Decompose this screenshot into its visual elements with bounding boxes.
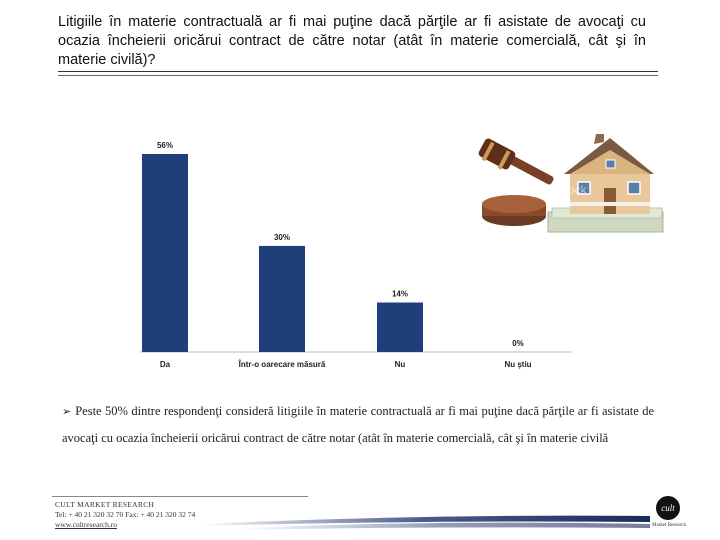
category-label-2: Nu	[395, 360, 406, 369]
cult-logo-icon: cult	[656, 496, 680, 520]
footer-swoosh	[200, 515, 650, 530]
bar-0	[142, 154, 188, 352]
illustration-watermark: iStock	[554, 183, 588, 197]
value-label-2: 14%	[392, 290, 408, 299]
bar-1	[259, 245, 305, 352]
footer-company: CULT MARKET RESEARCH	[55, 500, 155, 509]
bar-chart: 56% Da 30% Într-o oarecare măsură 14% Nu 0% Nu …	[140, 141, 572, 369]
logo-caption: Market Research	[652, 523, 687, 528]
footer-website-link[interactable]: www.cultresearch.ro	[55, 520, 117, 529]
value-label-3: 0%	[512, 339, 524, 348]
footer-phone-fax: Tel: + 40 21 320 32 70 Fax: + 40 21 320 …	[55, 510, 196, 519]
title-rule-top	[58, 71, 658, 72]
slide-title: Litigiile în materie contractuală ar fi …	[58, 14, 646, 68]
sound-block	[482, 195, 546, 226]
arrow-bullet-icon: ➢	[62, 406, 72, 418]
gavel	[478, 138, 554, 185]
gavel-and-house-icon: iStock	[478, 134, 664, 233]
company-logo: cult Market Research	[652, 496, 687, 536]
footer-rule	[52, 496, 308, 497]
category-label-0: Da	[160, 360, 171, 369]
bullet-text: Peste 50% dintre respondenţi consideră l…	[62, 404, 654, 445]
house	[564, 134, 654, 214]
footer-contact: CULT MARKET RESEARCH Tel: + 40 21 320 32…	[55, 500, 195, 530]
bullet-paragraph: ➢ Peste 50% dintre respondenţi consideră …	[62, 398, 654, 451]
value-label-1: 30%	[274, 233, 290, 242]
title-rule-bottom	[58, 75, 658, 76]
category-label-1: Într-o oarecare măsură	[238, 360, 326, 369]
value-label-0: 56%	[157, 141, 173, 150]
category-label-3: Nu ştiu	[504, 360, 531, 369]
bar-2	[377, 302, 423, 352]
